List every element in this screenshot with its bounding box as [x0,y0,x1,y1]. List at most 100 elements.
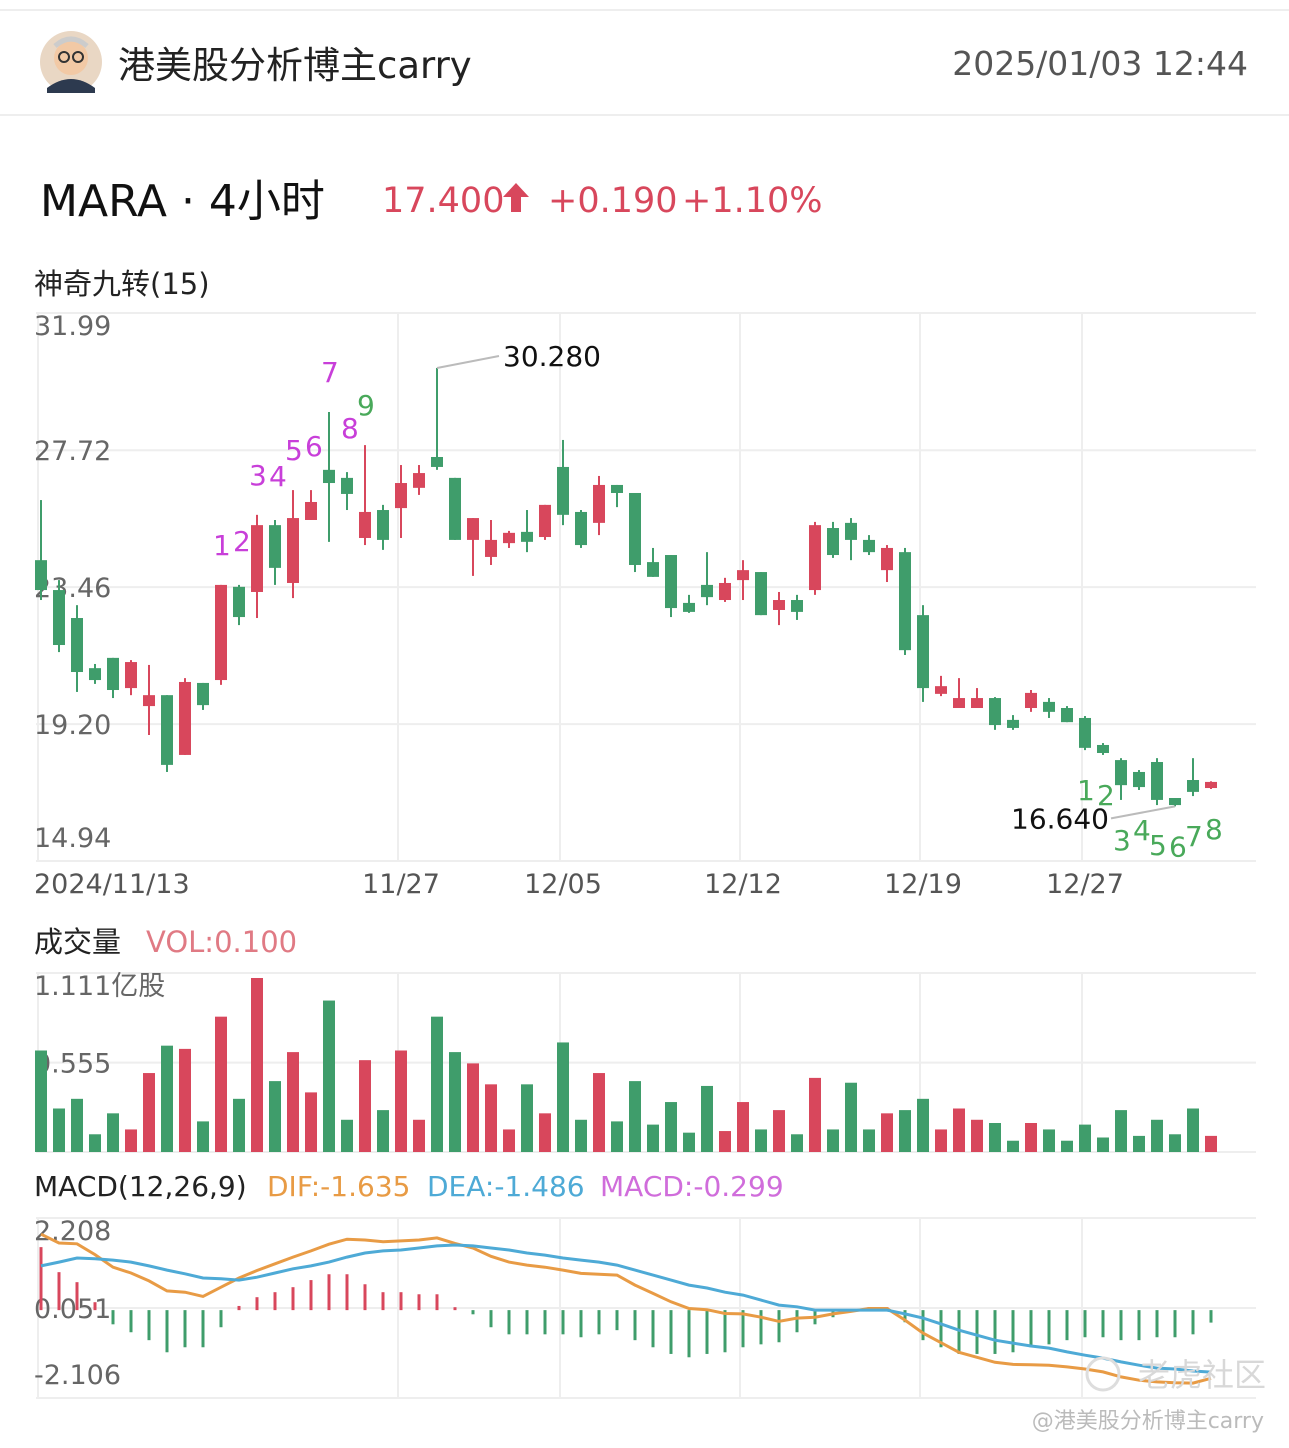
candle-body [1187,780,1199,792]
macd-bar [597,1310,601,1335]
candle-body [179,681,191,755]
volume-bar [1043,1129,1055,1152]
candle-body [755,572,767,616]
volume-label: VOL:0.100 [146,925,297,959]
candle-body [89,668,101,681]
volume-bar [161,1045,173,1152]
price-panel-title: 神奇九转(15) [34,267,210,301]
volume-bar [701,1085,713,1152]
td-count: 8 [341,412,359,445]
volume-bar [107,1113,119,1152]
volume-bar [269,1081,281,1152]
candle-body [161,695,173,765]
candle-body [449,477,461,540]
macd-bar [615,1310,619,1331]
volume-bar [305,1092,317,1152]
volume-bar [1205,1135,1217,1152]
td-count: 4 [269,460,287,493]
volume-bar [665,1102,677,1152]
volume-bar [1061,1140,1073,1152]
candle-body [215,584,227,681]
annotation-label: 30.280 [503,340,601,373]
candle-body [431,456,443,467]
macd-bar [363,1284,367,1311]
td-count: 1 [213,529,231,562]
macd-bar [75,1282,79,1311]
candle-body [1079,717,1091,748]
td-count: 7 [321,356,339,389]
candle-body [125,662,137,689]
watermark-icon [1085,1356,1121,1392]
macd-bar [795,1310,799,1333]
macd-bar [903,1310,907,1323]
candle-body [863,539,875,553]
volume-bar [1133,1135,1145,1152]
macd-legend: MACD:-0.299 [600,1170,784,1203]
macd-bar [129,1310,133,1333]
macd-panel-title: MACD(12,26,9) [34,1170,247,1203]
macd-bar [489,1310,493,1328]
y-tick-label: 19.20 [34,710,111,741]
volume-bar [611,1121,623,1152]
annotation-leader [1110,805,1176,820]
td-count: 4 [1133,814,1151,847]
volume-panel-title: 成交量 [34,925,121,959]
volume-bar [89,1134,101,1152]
volume-bar [143,1073,155,1152]
candle-body [521,531,533,542]
watermark-logo: 老虎社区 [1138,1356,1266,1394]
volume-bar [809,1077,821,1152]
candle-body [881,547,893,571]
price-change: +0.190 [548,181,678,221]
macd-bar [633,1310,637,1341]
volume-bar [485,1084,497,1152]
candle-body [899,552,911,651]
volume-bar [917,1098,929,1152]
volume-bar [935,1129,947,1152]
candle-body [287,518,299,583]
avatar-glasses [58,51,70,63]
avatar-face [54,41,88,75]
volume-bar [341,1119,353,1152]
macd-bar [651,1310,655,1348]
candle-body [1097,744,1109,754]
candle-body [791,600,803,612]
volume-bar [773,1110,785,1152]
candle-body [323,469,335,484]
volume-bar [539,1113,551,1152]
volume-bar [521,1084,533,1152]
candle-body [269,525,281,568]
volume-bar [377,1110,389,1152]
candle-body [701,584,713,598]
volume-bar [179,1048,191,1152]
candle-body [593,484,605,523]
candle-body [1061,708,1073,723]
candle-body [377,510,389,540]
td-count: 6 [1169,830,1187,863]
post-datetime: 2025/01/03 12:44 [952,44,1248,83]
td-count: 1 [1077,774,1095,807]
macd-bar [183,1310,187,1348]
candle-body [341,477,353,494]
dea-legend: DEA:-1.486 [427,1170,585,1203]
volume-bar [287,1052,299,1152]
volume-bar [215,1016,227,1152]
author-name[interactable]: 港美股分析博主carry [118,44,472,87]
candle-body [953,698,965,709]
macd-bar [453,1307,457,1311]
candle-body [1025,692,1037,709]
volume-bar [881,1113,893,1152]
macd-bar [1155,1310,1159,1338]
macd-bar [309,1280,313,1311]
volume-bar [845,1082,857,1152]
macd-bar [1173,1310,1177,1338]
y-tick-label: 2.208 [34,1216,111,1247]
volume-bar [323,1000,335,1152]
candle-body [629,492,641,565]
volume-bar [359,1060,371,1152]
avatar[interactable] [40,31,102,93]
macd-bar [39,1247,43,1311]
macd-bar [543,1310,547,1335]
